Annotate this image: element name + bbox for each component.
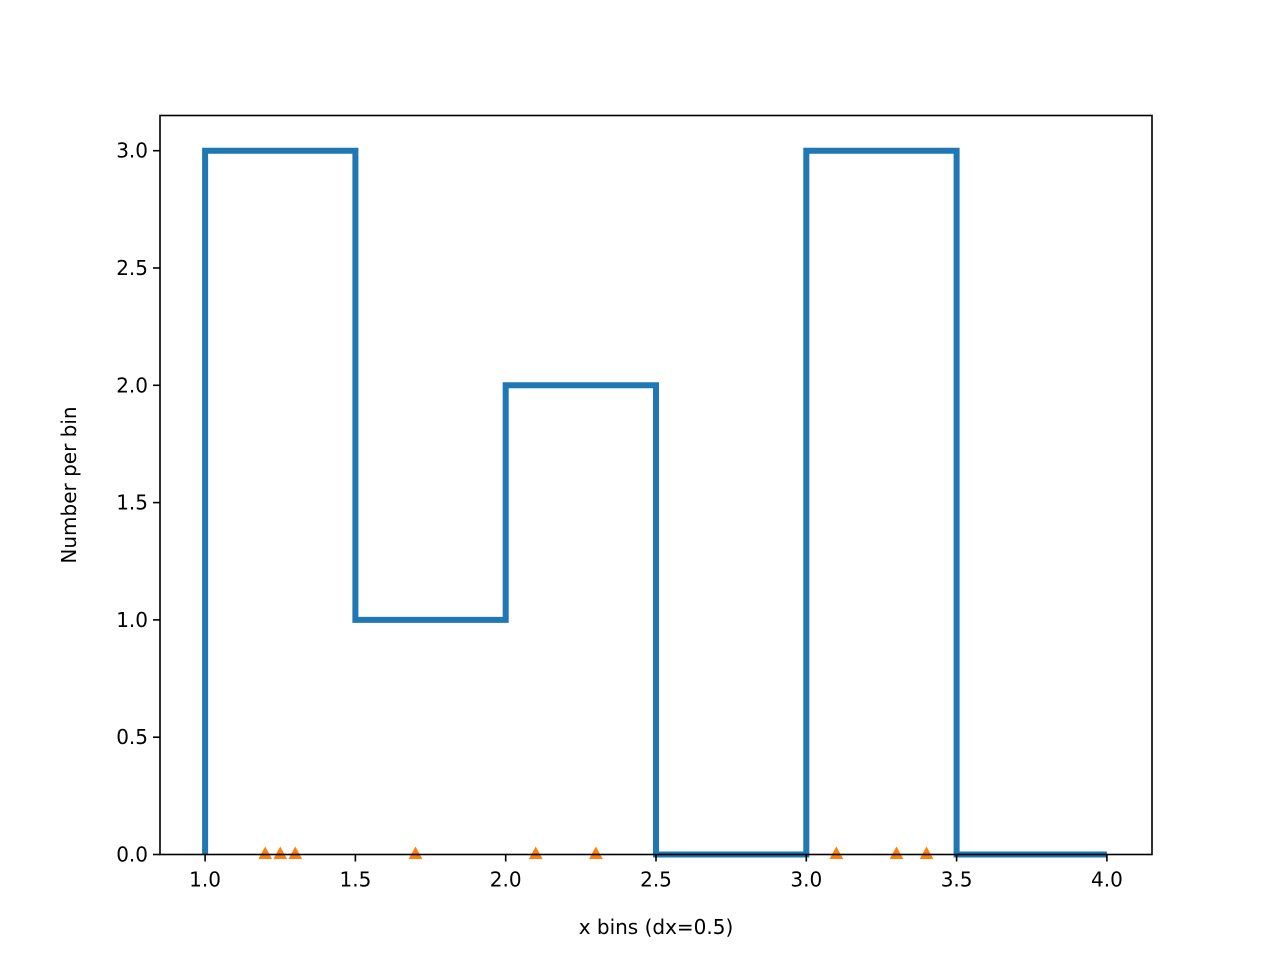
y-tick-label: 0.5	[116, 725, 148, 749]
data-point-marker	[273, 846, 288, 859]
histogram-step-outline	[202, 147, 1107, 858]
y-tick-label: 0.0	[116, 843, 148, 867]
x-tick-label: 3.5	[941, 868, 973, 892]
y-tick-label: 3.0	[116, 139, 148, 163]
x-tick-label: 4.0	[1091, 868, 1123, 892]
x-tick-label: 2.0	[490, 868, 522, 892]
x-tick-label: 2.5	[640, 868, 672, 892]
data-point-marker	[889, 846, 904, 859]
data-point-marker	[919, 846, 934, 859]
data-point-marker	[288, 846, 303, 859]
data-point-marker	[829, 846, 844, 859]
x-tick-label: 1.5	[339, 868, 371, 892]
x-tick-label: 1.0	[189, 868, 221, 892]
data-point-marker	[589, 846, 603, 859]
x-axis-label: x bins (dx=0.5)	[579, 915, 734, 939]
data-point-marker	[528, 846, 543, 859]
y-tick-label: 2.5	[116, 256, 148, 280]
y-axis-label: Number per bin	[57, 406, 81, 563]
y-tick-label: 1.5	[116, 491, 148, 515]
y-tick-label: 1.0	[116, 608, 148, 632]
x-axis: 1.0 1.5 2.0 2.5 3.0 3.5 4.0	[189, 854, 1123, 892]
data-point-marker	[258, 846, 273, 859]
data-point-marker	[408, 846, 423, 859]
y-tick-label: 2.0	[116, 373, 148, 397]
plot-area	[202, 147, 1107, 859]
x-tick-label: 3.0	[790, 868, 822, 892]
y-axis: 0.0 0.5 1.0 1.5 2.0 2.5 3.0	[116, 139, 160, 867]
